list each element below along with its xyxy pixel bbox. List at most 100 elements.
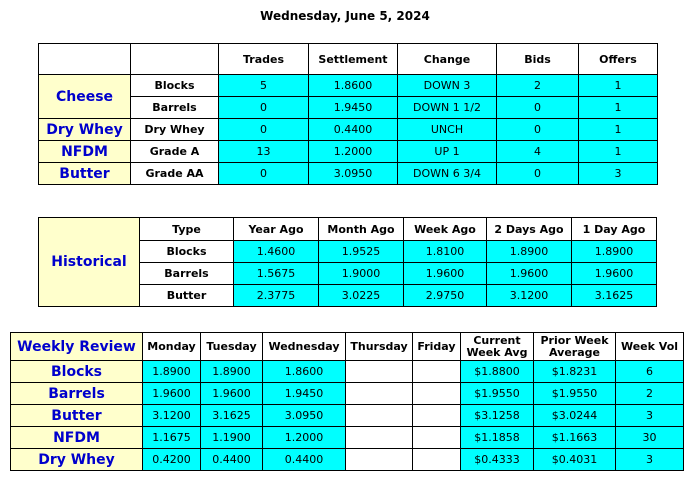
data-cell: 1.8600 (262, 360, 346, 383)
column-header: Type (139, 217, 234, 241)
data-cell: 3 (615, 404, 684, 427)
product-label: Butter (38, 162, 131, 185)
type-label: Blocks (139, 240, 234, 263)
data-cell: 3.0225 (318, 284, 404, 307)
data-cell: 3 (578, 162, 658, 185)
data-cell: 0 (218, 162, 309, 185)
data-row: Blocks 1.4600 1.9525 1.8100 1.8900 1.8900 (39, 240, 657, 263)
empty-cell (38, 43, 131, 75)
data-cell: 0.4200 (142, 448, 201, 471)
data-cell (412, 404, 461, 427)
data-cell: 1.9600 (200, 382, 263, 405)
product-label: NFDM (38, 140, 131, 163)
data-cell: $1.1858 (460, 426, 534, 449)
column-header: Settlement (308, 43, 398, 75)
column-header: Prior Week Average (533, 332, 616, 361)
data-cell: 1.9450 (262, 382, 346, 405)
data-cell: 1.8900 (142, 360, 201, 383)
data-cell: UP 1 (397, 140, 497, 163)
data-cell: 3.0950 (308, 162, 398, 185)
data-cell: 1 (578, 140, 658, 163)
column-header: Wednesday (262, 332, 346, 361)
data-cell: 0 (218, 118, 309, 141)
data-cell (345, 360, 413, 383)
data-cell: 2 (496, 74, 579, 97)
column-header: Month Ago (318, 217, 404, 241)
data-cell: 5 (218, 74, 309, 97)
data-cell: 1.1900 (200, 426, 263, 449)
data-cell: 3.1625 (200, 404, 263, 427)
data-cell (412, 382, 461, 405)
data-cell: 0.4400 (262, 448, 346, 471)
data-row: Barrels 1.9600 1.9600 1.9450 $1.9550 $1.9550 2 (10, 382, 684, 405)
data-cell: $1.1663 (533, 426, 616, 449)
data-row: NFDM 1.1675 1.1900 1.2000 $1.1858 $1.1663 30 (10, 426, 684, 449)
data-cell: 1.5675 (233, 262, 319, 285)
data-cell: 3 (615, 448, 684, 471)
product-label: Dry Whey (38, 118, 131, 141)
data-cell: 4 (496, 140, 579, 163)
product-label: NFDM (10, 426, 143, 449)
data-cell: 0.4400 (308, 118, 398, 141)
data-cell: 3.1200 (142, 404, 201, 427)
data-cell: 1 (578, 118, 658, 141)
data-cell: 1.8900 (200, 360, 263, 383)
data-cell (412, 448, 461, 471)
data-row: Butter Grade AA 0 3.0950 DOWN 6 3/4 0 3 (38, 162, 658, 185)
data-cell: $0.4333 (460, 448, 534, 471)
data-cell: 1.8900 (571, 240, 657, 263)
header-row: Trades Settlement Change Bids Offers (38, 43, 658, 75)
data-row: Butter 3.1200 3.1625 3.0950 $3.1258 $3.0244 3 (10, 404, 684, 427)
data-cell: 30 (615, 426, 684, 449)
data-cell: 1.9600 (571, 262, 657, 285)
data-cell: $1.9550 (460, 382, 534, 405)
data-row: Barrels 0 1.9450 DOWN 1 1/2 0 1 (39, 96, 658, 119)
data-cell: 1.9600 (403, 262, 487, 285)
data-cell: DOWN 6 3/4 (397, 162, 497, 185)
data-cell: 1.4600 (233, 240, 319, 263)
data-cell: $3.0244 (533, 404, 616, 427)
data-cell: $1.8231 (533, 360, 616, 383)
grade-label: Grade AA (130, 162, 219, 185)
data-cell: $3.1258 (460, 404, 534, 427)
weekly-table: Weekly Review Monday Tuesday Wednesday Thurs… (10, 332, 684, 471)
column-header: Current Week Avg (460, 332, 534, 361)
data-cell: 1.9525 (318, 240, 404, 263)
type-label: Butter (139, 284, 234, 307)
data-cell: 1.8600 (308, 74, 398, 97)
column-header: Monday (142, 332, 201, 361)
data-cell: 0.4400 (200, 448, 263, 471)
type-label: Barrels (139, 262, 234, 285)
data-row: Dry Whey Dry Whey 0 0.4400 UNCH 0 1 (38, 118, 658, 141)
column-header: Week Vol (615, 332, 684, 361)
historical-label: Historical (38, 217, 140, 307)
column-header: Thursday (345, 332, 413, 361)
data-cell (412, 360, 461, 383)
data-cell: 1.9450 (308, 96, 398, 119)
data-cell: 0 (496, 162, 579, 185)
daily-table: Trades Settlement Change Bids Offers Cheese Bl… (38, 43, 658, 185)
header-row: Historical Type Year Ago Month Ago Week Ago 2… (38, 217, 657, 307)
product-label: Cheese (38, 74, 131, 119)
data-row: Dry Whey 0.4200 0.4400 0.4400 $0.4333 $0.4031… (10, 448, 684, 471)
data-cell (345, 448, 413, 471)
data-cell: UNCH (397, 118, 497, 141)
data-cell: 0 (496, 96, 579, 119)
product-label: Dry Whey (10, 448, 143, 471)
data-cell: 6 (615, 360, 684, 383)
data-cell (345, 426, 413, 449)
grade-label: Grade A (130, 140, 219, 163)
data-cell: $1.8800 (460, 360, 534, 383)
weekly-label: Weekly Review (10, 332, 143, 361)
data-cell: 1.8100 (403, 240, 487, 263)
grade-label: Blocks (130, 74, 219, 97)
data-cell (345, 382, 413, 405)
data-cell (345, 404, 413, 427)
column-header: Year Ago (233, 217, 319, 241)
column-header: Trades (218, 43, 309, 75)
header-row: Weekly Review Monday Tuesday Wednesday Thurs… (10, 332, 684, 361)
product-label: Butter (10, 404, 143, 427)
data-cell: 1.1675 (142, 426, 201, 449)
